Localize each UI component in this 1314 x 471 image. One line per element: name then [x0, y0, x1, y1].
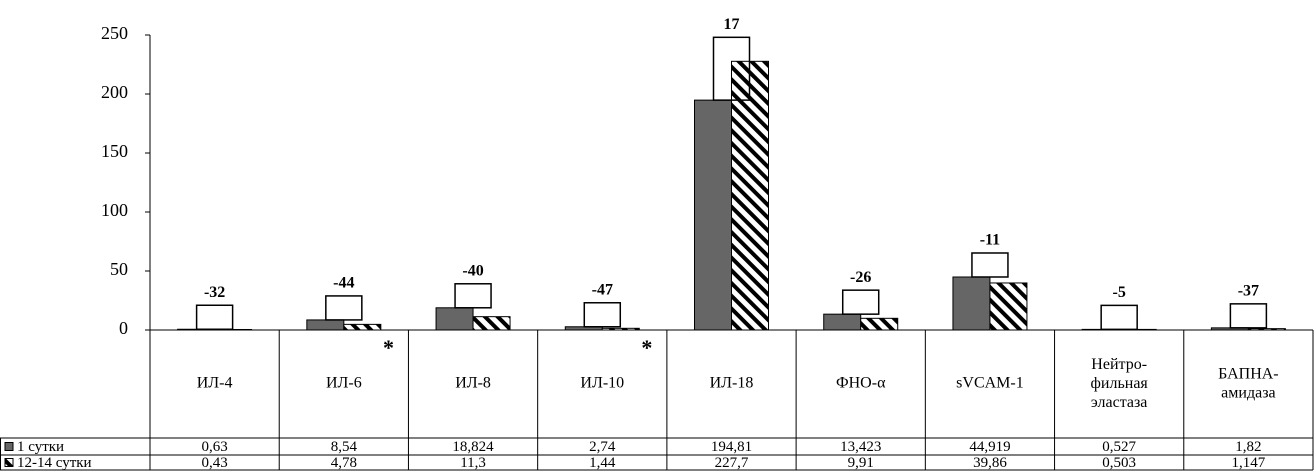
significance-mark: *: [383, 335, 394, 360]
change-label: -37: [1238, 283, 1259, 300]
change-box: [454, 283, 492, 309]
change-label: -5: [1113, 284, 1126, 301]
bar: [860, 317, 899, 331]
y-tick-label: 100: [101, 200, 128, 220]
y-tick-label: 150: [101, 141, 128, 161]
table-value: 0,527: [1102, 439, 1136, 455]
change-label: -32: [204, 284, 225, 301]
bar: [952, 276, 991, 331]
change-box: [1229, 303, 1268, 329]
table-value: 9,91: [848, 455, 874, 471]
bar: [306, 319, 345, 331]
legend-label: 12-14 сутки: [17, 455, 92, 471]
bar: [343, 323, 382, 331]
bar: [435, 307, 474, 331]
table-value: 0,503: [1102, 455, 1136, 471]
y-tick-label: 50: [110, 259, 128, 279]
category-label: sVCAM-1: [956, 375, 1024, 392]
y-tick-label: 0: [119, 318, 128, 338]
category-label: ИЛ-18: [710, 375, 754, 392]
category-label-line: фильная: [1091, 375, 1149, 392]
bar: [1247, 328, 1286, 331]
change-box: [195, 304, 234, 331]
change-box: [1100, 304, 1138, 331]
category-label: ИЛ-6: [326, 375, 362, 392]
table-value: 18,824: [452, 439, 494, 455]
table-value: 194,81: [711, 439, 752, 455]
table-value: 1,147: [1232, 455, 1266, 471]
significance-mark: *: [641, 335, 652, 360]
category-label-line: Нейтро-: [1091, 356, 1147, 373]
change-box: [325, 295, 363, 321]
legend-swatch: [4, 458, 14, 467]
change-label: -11: [980, 232, 1000, 249]
change-label: 17: [724, 16, 740, 33]
category-label: ФНО-α: [836, 375, 886, 392]
category-label: ИЛ-10: [580, 375, 624, 392]
table-value: 2,74: [589, 439, 616, 455]
table-value: 11,3: [460, 455, 486, 471]
table-value: 0,63: [201, 439, 227, 455]
change-label: -47: [592, 281, 613, 298]
category-label-line: эластаза: [1091, 394, 1147, 411]
bar: [823, 313, 862, 331]
bar: [731, 60, 769, 331]
category-label: ИЛ-4: [197, 375, 233, 392]
legend-label: 1 сутки: [17, 439, 64, 455]
table-value: 0,43: [201, 455, 227, 471]
category-label: БАПНА-амидаза: [1218, 365, 1279, 401]
table-value: 227,7: [715, 455, 749, 471]
category-label: Нейтро-фильная эластаза: [1091, 356, 1149, 411]
y-tick-label: 250: [101, 23, 128, 43]
bar: [989, 282, 1028, 331]
y-tick-label: 200: [101, 82, 128, 102]
table-value: 1,82: [1235, 439, 1261, 455]
change-label: -26: [850, 269, 871, 286]
legend-swatch: [4, 442, 14, 451]
table-value: 8,54: [331, 439, 358, 455]
category-label-line: БАПНА-: [1218, 365, 1279, 382]
category-label: ИЛ-8: [455, 375, 491, 392]
table-value: 44,919: [969, 439, 1010, 455]
table-value: 1,44: [589, 455, 616, 471]
table-value: 13,423: [840, 439, 881, 455]
table-value: 4,78: [331, 455, 357, 471]
change-label: -44: [333, 275, 354, 292]
bar: [694, 99, 732, 331]
bar: [601, 327, 640, 331]
bar: [472, 316, 511, 331]
category-label-line: амидаза: [1221, 384, 1275, 401]
change-box: [971, 252, 1009, 278]
change-box: [583, 302, 622, 328]
change-label: -40: [462, 262, 483, 279]
change-box: [712, 36, 751, 101]
table-value: 39,86: [973, 455, 1007, 471]
change-box: [841, 289, 880, 315]
